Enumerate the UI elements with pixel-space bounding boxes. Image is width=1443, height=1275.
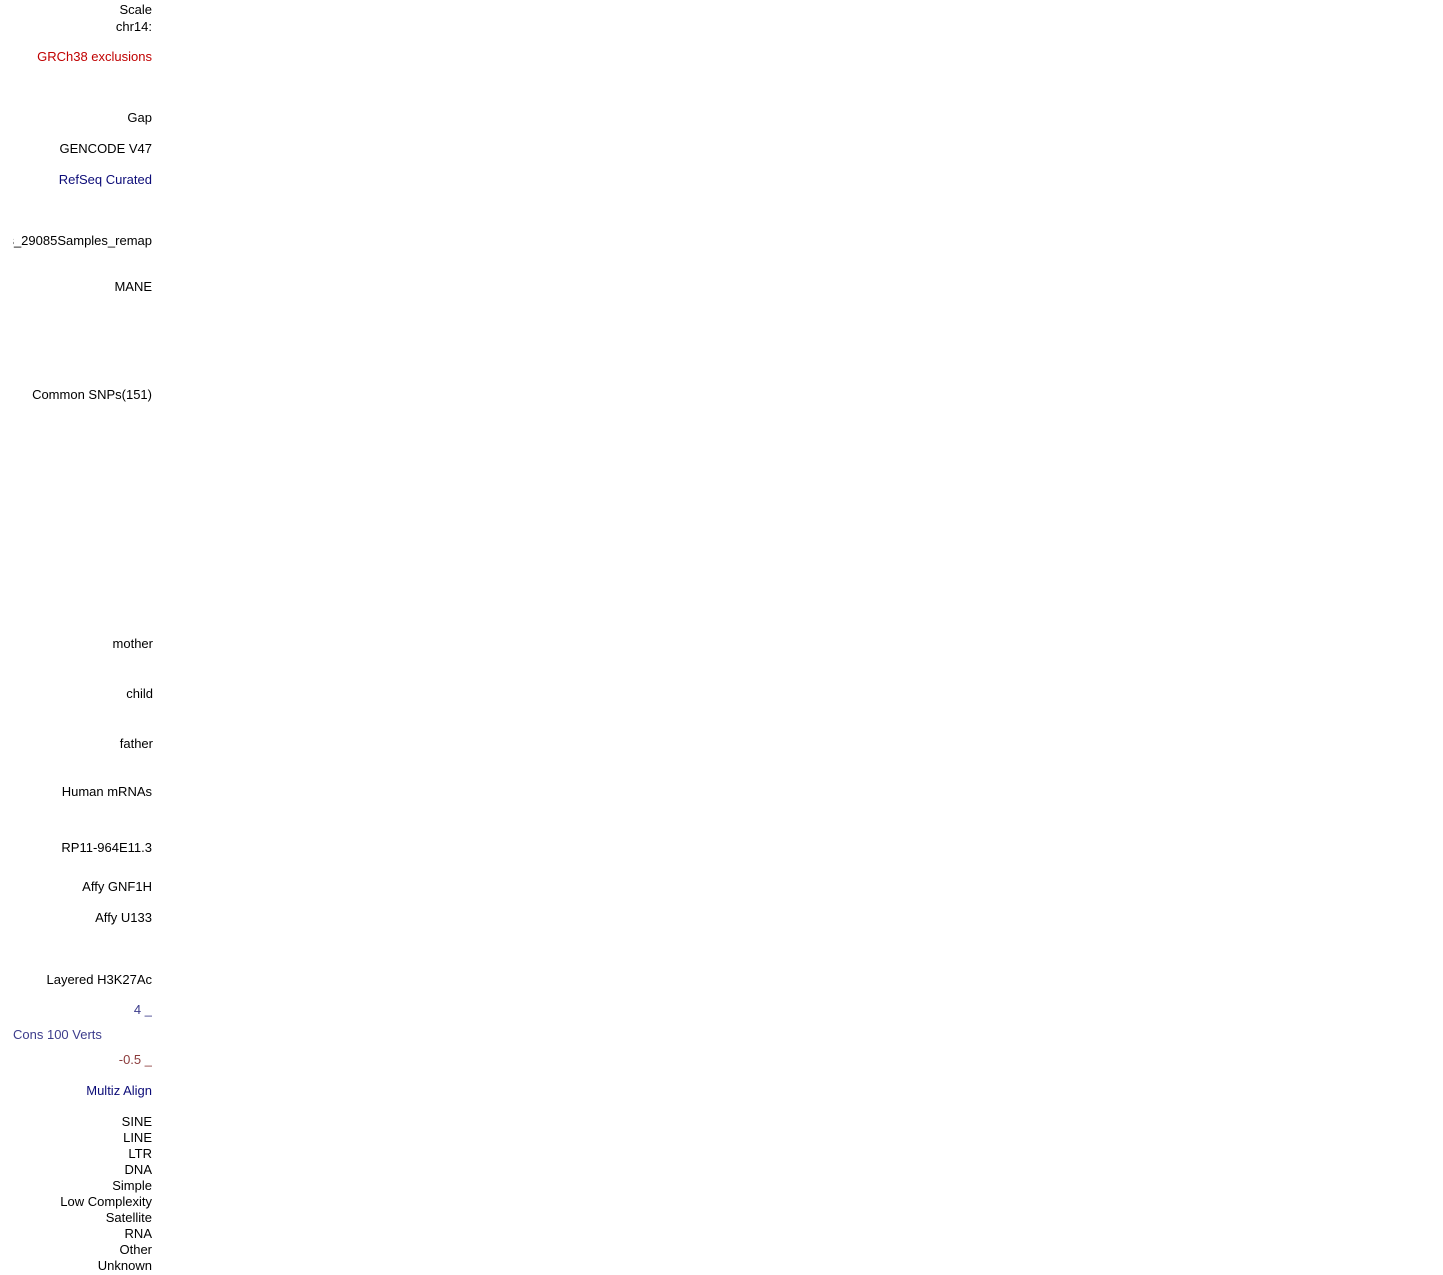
track-label-text: Affy U133 bbox=[95, 910, 152, 925]
track-label-text: Scale bbox=[119, 2, 152, 17]
track-label[interactable]: RefSeq Curated bbox=[13, 172, 152, 188]
track-label[interactable]: Layered H3K27Ac bbox=[13, 972, 152, 988]
track-label-text: RNA bbox=[124, 1226, 152, 1241]
track-label-text: Simple bbox=[112, 1178, 152, 1193]
track-label[interactable]: father bbox=[13, 736, 153, 752]
track-label[interactable]: chr14: bbox=[13, 19, 152, 35]
track-label-text: RefSeq Curated bbox=[58, 172, 152, 187]
track-label-text: GRCh38 exclusions bbox=[37, 49, 152, 64]
track-label[interactable]: MANE bbox=[13, 279, 152, 295]
track-label[interactable]: Scale bbox=[13, 2, 152, 18]
track-label[interactable]: s_29085Samples_remap bbox=[13, 233, 152, 249]
track-label[interactable]: Human mRNAs bbox=[13, 784, 152, 800]
track-label-text: LINE bbox=[123, 1130, 152, 1145]
track-label-text: Satellite bbox=[105, 1210, 152, 1225]
track-label[interactable]: GENCODE V47 bbox=[13, 141, 152, 157]
track-label-text: MANE bbox=[114, 279, 152, 294]
track-label[interactable]: Affy U133 bbox=[13, 910, 152, 926]
track-label-text: Low Complexity bbox=[60, 1194, 152, 1209]
track-label[interactable]: 4 _ bbox=[13, 1002, 152, 1018]
track-label[interactable]: LINE bbox=[13, 1130, 152, 1146]
track-label-text: Other bbox=[119, 1242, 152, 1257]
track-label-text: Affy GNF1H bbox=[82, 879, 152, 894]
track-label-text: Common SNPs(151) bbox=[32, 387, 152, 402]
track-label[interactable]: child bbox=[13, 686, 153, 702]
track-label-text: s_29085Samples_remap bbox=[13, 233, 152, 248]
track-label[interactable]: LTR bbox=[13, 1146, 152, 1162]
track-label-text: GENCODE V47 bbox=[59, 141, 152, 156]
track-label-text: LTR bbox=[128, 1146, 152, 1161]
track-label[interactable]: Simple bbox=[13, 1178, 152, 1194]
track-label[interactable]: Unknown bbox=[13, 1258, 152, 1274]
track-label[interactable]: Low Complexity bbox=[13, 1194, 152, 1210]
track-label[interactable]: Other bbox=[13, 1242, 152, 1258]
track-label-text: DNA bbox=[124, 1162, 152, 1177]
track-label-text: SINE bbox=[121, 1114, 152, 1129]
track-label-text: Unknown bbox=[97, 1258, 152, 1273]
track-label-text: Cons 100 Verts bbox=[13, 1027, 102, 1042]
track-label-text: Layered H3K27Ac bbox=[46, 972, 152, 987]
track-label[interactable]: Gap bbox=[13, 110, 152, 126]
track-label-text: RP11-964E11.3 bbox=[61, 840, 152, 855]
track-label[interactable]: RNA bbox=[13, 1226, 152, 1242]
track-label[interactable]: Satellite bbox=[13, 1210, 152, 1226]
track-label[interactable]: DNA bbox=[13, 1162, 152, 1178]
track-label[interactable]: RP11-964E11.3 bbox=[13, 840, 152, 856]
track-label-text: father bbox=[119, 736, 153, 751]
track-label-text: chr14: bbox=[115, 19, 152, 34]
track-label[interactable]: GRCh38 exclusions bbox=[13, 49, 152, 65]
track-label[interactable]: mother bbox=[13, 636, 153, 652]
track-label-text: Multiz Align bbox=[86, 1083, 152, 1098]
track-label[interactable]: Common SNPs(151) bbox=[13, 387, 152, 403]
track-label[interactable]: SINE bbox=[13, 1114, 152, 1130]
track-label[interactable]: Affy GNF1H bbox=[13, 879, 152, 895]
track-label[interactable]: -0.5 _ bbox=[13, 1052, 152, 1068]
track-label[interactable]: Multiz Align bbox=[13, 1083, 152, 1099]
track-label-text: child bbox=[126, 686, 153, 701]
track-label-text: 4 _ bbox=[133, 1002, 152, 1017]
track-label-text: -0.5 _ bbox=[118, 1052, 152, 1067]
track-label[interactable]: Cons 100 Verts bbox=[13, 1027, 152, 1043]
track-label-text: Human mRNAs bbox=[61, 784, 152, 799]
track-label-text: Gap bbox=[127, 110, 152, 125]
track-label-text: mother bbox=[112, 636, 153, 651]
